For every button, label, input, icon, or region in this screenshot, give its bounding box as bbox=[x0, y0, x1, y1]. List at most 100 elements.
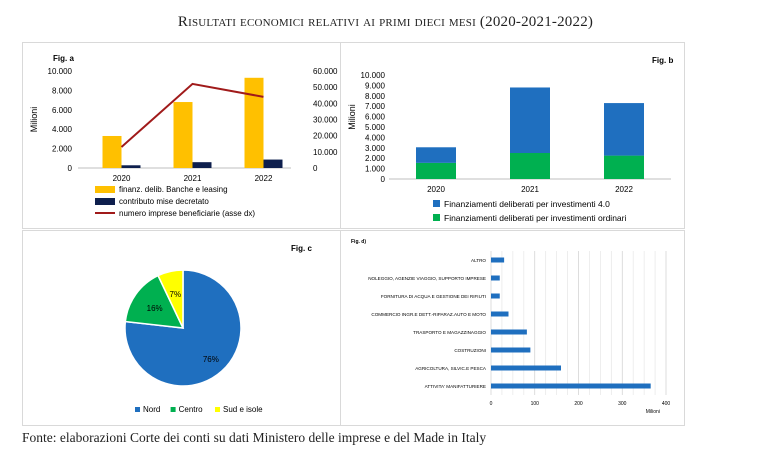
fig-a-y2tick: 10.000 bbox=[313, 148, 338, 157]
fig-c-legend-swatch bbox=[135, 407, 140, 412]
fig-c-legend-label: Nord bbox=[143, 405, 160, 414]
fig-d-bar bbox=[491, 293, 500, 299]
fig-c-legend-swatch bbox=[170, 407, 176, 412]
fig-a-chart: Fig. a Milioni 0 2.000 4.000 6.000 8.000 10.000… bbox=[29, 54, 338, 218]
fig-b-ytick: 7.000 bbox=[365, 102, 386, 111]
fig-d-category-label: NOLEGGIO, AGENZIE VIAGGIO, SUPPORTO IMPR… bbox=[368, 276, 486, 281]
fig-c-panel: Fig. c 76% 16% 7% Nord Centro Sud e isole bbox=[22, 230, 342, 426]
fig-c-legend-swatch bbox=[215, 407, 220, 412]
fig-a-ytick: 10.000 bbox=[48, 67, 73, 76]
fig-a-y2tick: 20.000 bbox=[313, 132, 338, 141]
fig-d-category-label: FORNITURA DI ACQUA E GESTIONE DEI RIFIUT… bbox=[381, 294, 486, 299]
fig-a-bar-banche bbox=[102, 135, 122, 168]
fig-a-xtick: 2022 bbox=[255, 174, 273, 183]
fig-d-panel: Fig. d) 0 100 200 300 400 Milioni ALTRO NOLEGGIO… bbox=[340, 230, 685, 426]
fig-d-xtick: 400 bbox=[662, 401, 671, 407]
fig-d-category-label: ATTIVITA' MANIFATTURIERE bbox=[425, 384, 486, 389]
fig-a-xtick: 2020 bbox=[113, 174, 131, 183]
fig-c-legend-label: Sud e isole bbox=[223, 405, 263, 414]
fig-b-ytick: 2.000 bbox=[365, 154, 386, 163]
fig-d-xtick: 0 bbox=[490, 401, 493, 407]
fig-a-ytick: 2.000 bbox=[52, 145, 73, 154]
fig-a-legend-label: contributo mise decretato bbox=[119, 197, 209, 206]
fig-b-ytick: 1.000 bbox=[365, 165, 386, 174]
fig-b-ytick: 8.000 bbox=[365, 92, 386, 101]
fig-d-xlabel: Milioni bbox=[646, 409, 660, 415]
fig-b-bar-ordinari bbox=[416, 162, 456, 179]
fig-a-y2tick: 40.000 bbox=[313, 99, 338, 108]
fig-a-legend-swatch bbox=[95, 198, 115, 205]
fig-d-category-label: COMMERCIO INGR.E DETT.-RIPARAZ.AUTO E MO… bbox=[371, 312, 486, 317]
fig-c-slice-centro bbox=[124, 274, 185, 329]
fig-b-ytick: 9.000 bbox=[365, 81, 386, 90]
source-note: Fonte: elaborazioni Corte dei conti su d… bbox=[22, 430, 487, 445]
fig-b-label: Fig. b bbox=[652, 56, 673, 65]
fig-d-xtick: 300 bbox=[618, 401, 627, 407]
fig-a-ytick: 0 bbox=[68, 164, 73, 173]
fig-b-ytick: 6.000 bbox=[365, 113, 386, 122]
fig-d-category-label: AGRICOLTURA, SILVIC.E PESCA bbox=[415, 366, 487, 371]
fig-d-bar bbox=[491, 347, 531, 353]
fig-a-ytick: 6.000 bbox=[52, 106, 73, 115]
fig-d-bar bbox=[491, 383, 651, 389]
fig-b-legend-swatch bbox=[433, 200, 440, 207]
fig-b-panel: Fig. b Milioni 0 1.000 2.000 3.000 4.000 5.000 6… bbox=[340, 42, 685, 229]
fig-a-ytick: 8.000 bbox=[52, 86, 73, 95]
fig-c-slice-nord bbox=[124, 269, 242, 387]
fig-b-ylabel: Milioni bbox=[347, 104, 357, 130]
fig-a-bar-contributo bbox=[192, 162, 212, 168]
fig-c-slice-label: 16% bbox=[147, 304, 163, 313]
fig-a-y2tick: 30.000 bbox=[313, 116, 338, 125]
fig-d-xtick: 200 bbox=[574, 401, 583, 407]
fig-a-bar-contributo bbox=[121, 165, 141, 168]
fig-a-panel: Fig. a Milioni 0 2.000 4.000 6.000 8.000 10.000… bbox=[22, 42, 342, 229]
fig-a-ylabel: Milioni bbox=[29, 107, 39, 133]
fig-b-legend-label: Finanziamenti deliberati per investiment… bbox=[444, 213, 626, 223]
fig-b-xtick: 2021 bbox=[521, 185, 539, 194]
fig-b-legend-swatch bbox=[433, 214, 440, 221]
fig-a-y2tick: 0 bbox=[313, 164, 318, 173]
fig-c-slice-label: 76% bbox=[203, 355, 219, 364]
fig-a-ytick: 4.000 bbox=[52, 125, 73, 134]
fig-a-bar-contributo bbox=[263, 159, 283, 168]
fig-d-bar bbox=[491, 275, 500, 281]
fig-d-bar bbox=[491, 329, 527, 335]
fig-b-ytick: 5.000 bbox=[365, 123, 386, 132]
fig-d-bar bbox=[491, 365, 561, 371]
fig-d-bar bbox=[491, 257, 505, 263]
fig-c-slice-sud-e-isole bbox=[157, 269, 184, 329]
fig-d-category-label: TRASPORTO E MAGAZZINAGGIO bbox=[413, 330, 486, 335]
fig-c-legend-label: Centro bbox=[179, 405, 204, 414]
fig-c-label: Fig. c bbox=[291, 244, 312, 253]
fig-b-legend-label: Finanziamenti deliberati per investiment… bbox=[444, 199, 610, 209]
fig-b-xtick: 2020 bbox=[427, 185, 445, 194]
fig-b-ytick: 10.000 bbox=[361, 71, 386, 80]
fig-b-ytick: 3.000 bbox=[365, 144, 386, 153]
fig-b-bar-4-0 bbox=[510, 87, 550, 153]
fig-a-xtick: 2021 bbox=[184, 174, 202, 183]
fig-d-xtick: 100 bbox=[531, 401, 540, 407]
fig-b-ytick: 4.000 bbox=[365, 133, 386, 142]
fig-b-bar-4-0 bbox=[604, 103, 644, 156]
fig-b-ytick: 0 bbox=[381, 175, 386, 184]
fig-a-bar-banche bbox=[173, 102, 193, 168]
fig-d-label: Fig. d) bbox=[351, 239, 366, 245]
fig-b-xtick: 2022 bbox=[615, 185, 633, 194]
fig-b-bar-ordinari bbox=[604, 155, 644, 179]
fig-a-label: Fig. a bbox=[53, 54, 74, 63]
fig-a-y2tick: 50.000 bbox=[313, 83, 338, 92]
fig-d-bar bbox=[491, 311, 509, 317]
fig-c-slice-label: 7% bbox=[170, 290, 182, 299]
fig-d-category-label: ALTRO bbox=[471, 258, 486, 263]
fig-d-category-label: COSTRUZIONI bbox=[454, 348, 486, 353]
fig-a-y2tick: 60.000 bbox=[313, 67, 338, 76]
fig-a-legend-label: numero imprese beneficiarie (asse dx) bbox=[119, 209, 255, 218]
fig-b-bar-4-0 bbox=[416, 147, 456, 163]
fig-a-bar-banche bbox=[244, 77, 264, 168]
fig-c-chart: Fig. c 76% 16% 7% Nord Centro Sud e isole bbox=[124, 244, 312, 414]
fig-b-bar-ordinari bbox=[510, 153, 550, 179]
fig-a-legend-swatch bbox=[95, 186, 115, 193]
fig-a-line-imprese bbox=[120, 82, 264, 148]
